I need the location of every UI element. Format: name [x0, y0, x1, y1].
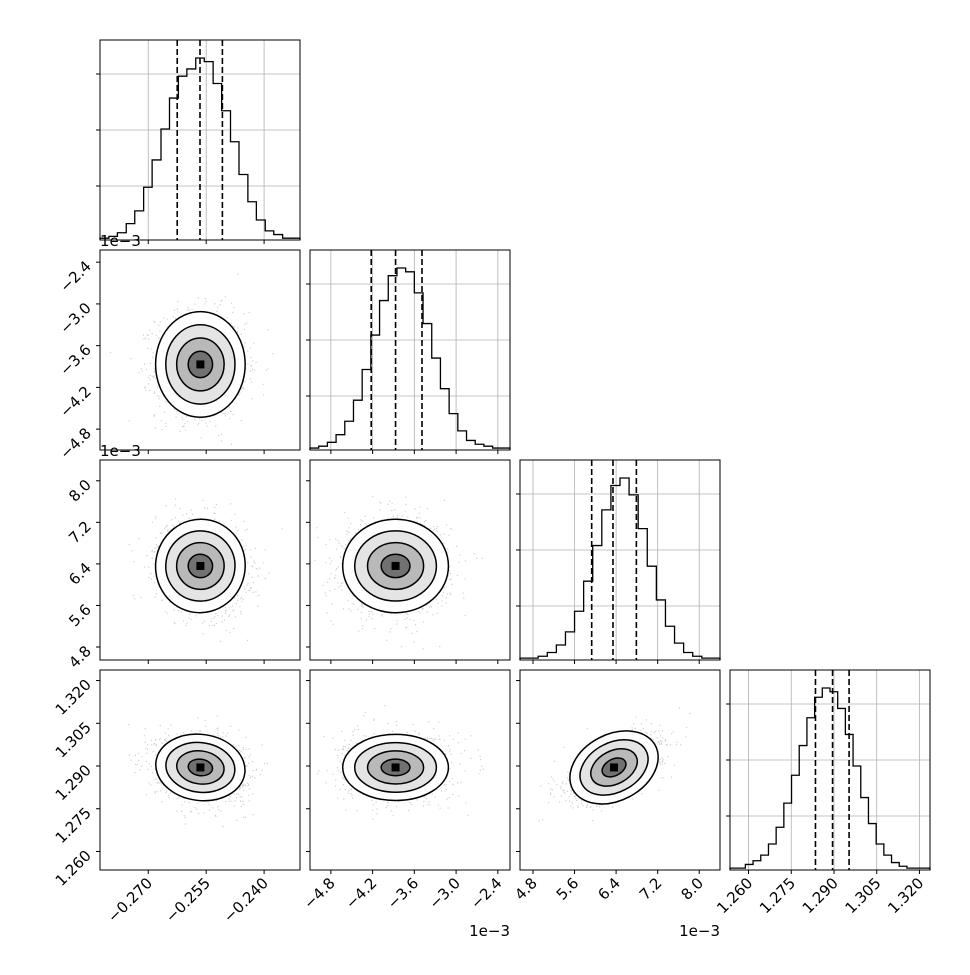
x-offset-label-p1: 1e−3 [469, 922, 510, 940]
hist-p3-xtick-label: 1.275 [756, 874, 799, 917]
panel-p1-p3-content [310, 705, 484, 820]
ytick-label-p3: 1.320 [52, 676, 95, 719]
hist-p3-frame [729, 669, 931, 871]
xtick-label-p2: 8.0 [677, 874, 707, 904]
hist-p0-step [99, 57, 301, 240]
panel-p1-p2-peak [391, 561, 400, 570]
ytick-label-p2: 7.2 [65, 517, 95, 547]
ytick-label-p1: −3.6 [56, 341, 94, 379]
hist-p3-xtick-label: 1.305 [841, 874, 884, 917]
hist-p2-step [519, 477, 721, 660]
hist-p3-xtick-label: 1.290 [799, 874, 842, 917]
yaxis-p1: −2.4 −3.0 −3.6−4.2 −4.8 1e−3 [56, 232, 141, 463]
ytick-label-p3: 1.290 [52, 761, 95, 804]
ytick-label-p1: −4.8 [56, 424, 94, 462]
panel-p1-p3-frame [309, 669, 511, 871]
hist-p2 [516, 459, 721, 664]
ytick-label-p2: 5.6 [65, 601, 95, 631]
y-offset-label-p1: 1e−3 [100, 232, 141, 250]
xaxis-p2: 4.8 5.6 6.4 7.2 8.0 1e−3 [511, 870, 720, 940]
panel-p0-p2-peak [196, 561, 205, 570]
ytick-label-p1: −4.2 [56, 382, 94, 420]
panel-p0-p2-frame [99, 459, 301, 661]
panel-p2-p3-content [538, 707, 691, 822]
panel-p0-p2-content [128, 498, 283, 642]
panel-p2-p3 [519, 669, 721, 871]
ytick-label-p1: −2.4 [56, 257, 94, 295]
xtick-label-p1: −4.2 [342, 874, 380, 912]
hist-p3-step [729, 687, 931, 870]
panel-p1-p2-frame [309, 459, 511, 661]
ytick-label-p3: 1.260 [52, 847, 95, 890]
panel-p0-p2 [99, 459, 301, 661]
xtick-label-p0: −0.270 [104, 874, 156, 926]
panel-p0-p3-peak [196, 763, 205, 772]
hist-p0-frame [99, 39, 301, 241]
hist-p1-step [309, 267, 511, 450]
xtick-label-p1: −3.6 [384, 874, 422, 912]
panel-p1-p3 [309, 669, 511, 871]
panel-p0-p3-content [128, 715, 268, 828]
panel-p0-p1 [99, 249, 301, 451]
panel-p1-p3-peak [391, 763, 400, 772]
xtick-label-p2: 6.4 [594, 874, 624, 904]
panel-p0-p3-frame [99, 669, 301, 871]
hist-p3: 1.260 1.275 1.290 1.305 1.320 [713, 669, 931, 917]
panel-p0-p1-frame [99, 249, 301, 451]
ytick-label-p2: 4.8 [65, 642, 95, 672]
y-offset-label-p2: 1e−3 [100, 442, 141, 460]
panel-p1-p2-content [314, 495, 484, 650]
hist-p1-frame [309, 249, 511, 451]
xtick-label-p0: −0.255 [162, 874, 214, 926]
hist-p3-xtick-label: 1.320 [884, 874, 927, 917]
panel-p0-p3 [99, 669, 301, 871]
panel-p0-p1-content [110, 273, 274, 445]
xtick-label-p2: 7.2 [636, 874, 666, 904]
x-offset-label-p2: 1e−3 [679, 922, 720, 940]
xtick-label-p1: −4.8 [300, 874, 338, 912]
ytick-label-p2: 8.0 [65, 476, 95, 506]
xtick-label-p1: −3.0 [425, 874, 463, 912]
ytick-label-p3: 1.275 [52, 804, 95, 847]
xtick-label-p1: −2.4 [467, 874, 505, 912]
hist-p1 [306, 249, 511, 454]
hist-p2-frame [519, 459, 721, 661]
panel-p1-p2 [309, 459, 511, 661]
xtick-label-p2: 5.6 [553, 874, 583, 904]
hist-p0 [96, 39, 301, 244]
panel-p2-p3-frame [519, 669, 721, 871]
xtick-label-p2: 4.8 [511, 874, 541, 904]
panel-p2-p3-peak [610, 763, 619, 772]
hist-p3-xtick-label: 1.260 [713, 874, 756, 917]
xtick-label-p0: −0.240 [220, 874, 272, 926]
ytick-label-p1: −3.0 [56, 299, 94, 337]
ytick-label-p3: 1.305 [52, 718, 95, 761]
panel-p0-p1-peak [196, 360, 205, 369]
ytick-label-p2: 6.4 [65, 559, 95, 589]
